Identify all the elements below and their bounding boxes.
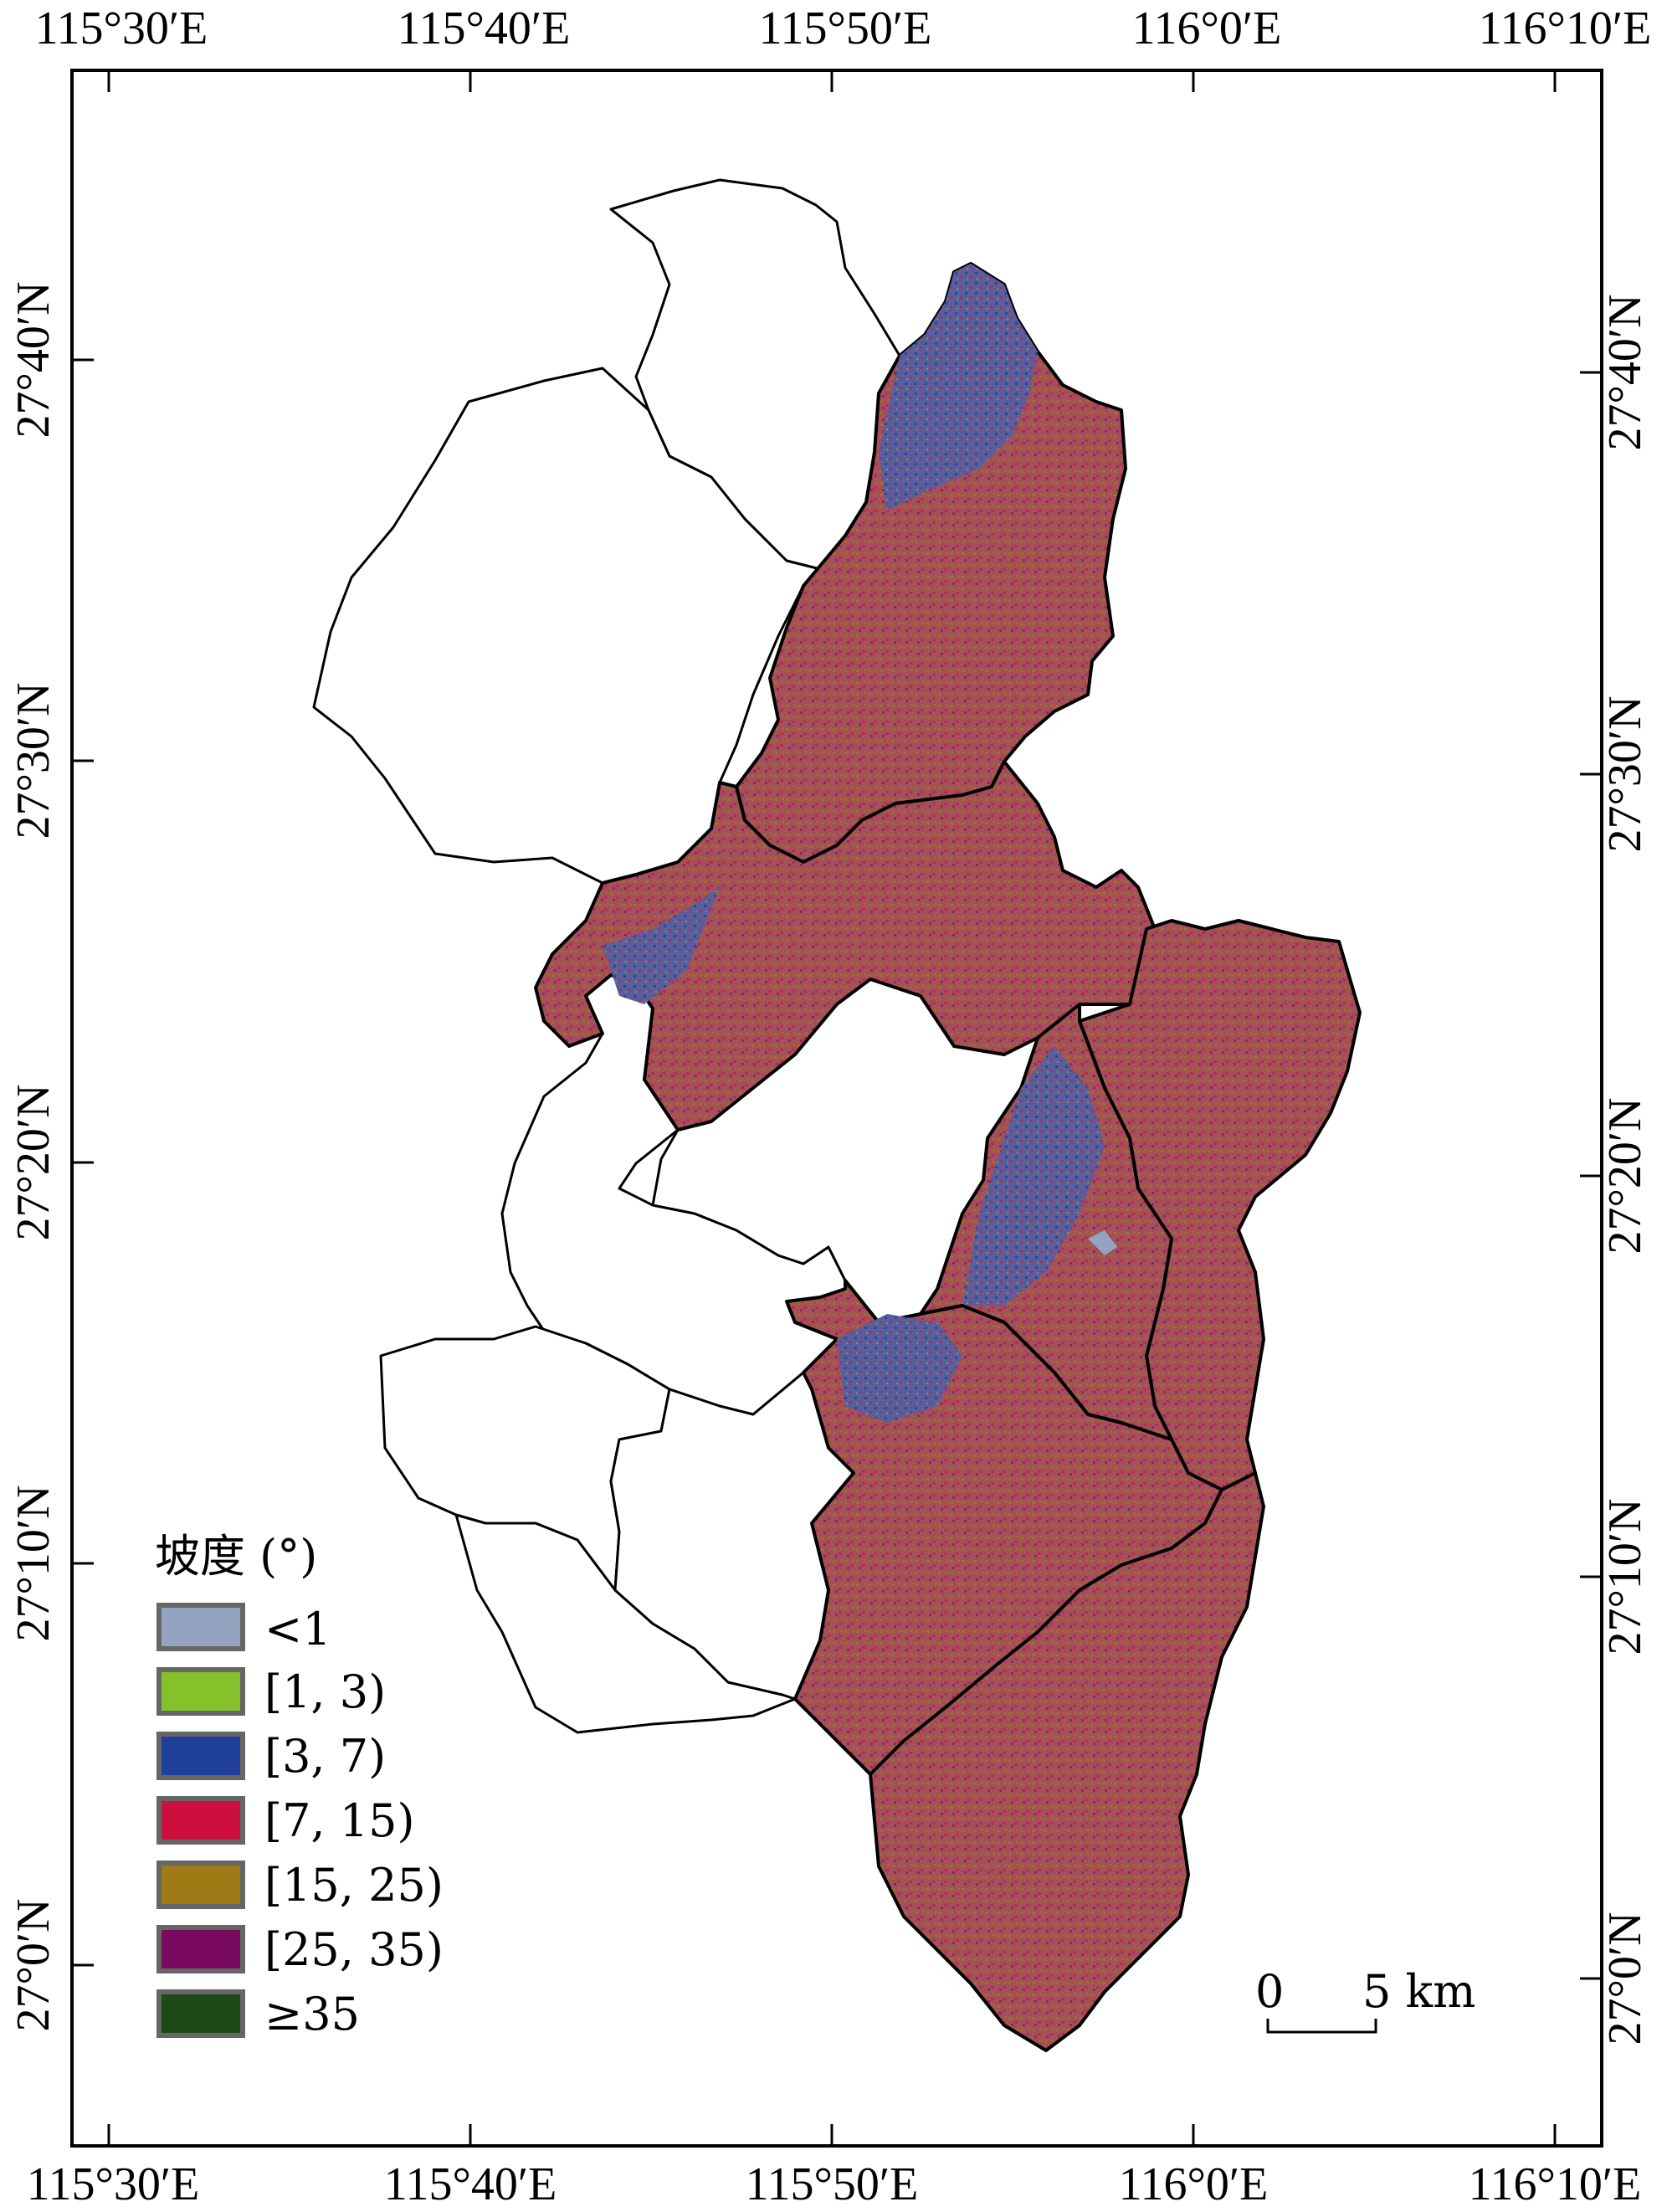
lon-label-top: 115°40′E xyxy=(398,3,571,54)
scale-bar-start: 0 xyxy=(1255,1965,1284,2018)
lat-label-right: 27°10′N xyxy=(1599,1498,1651,1655)
lat-labels-left: 27°40′N 27°30′N 27°20′N 27°10′N 27°0′N xyxy=(8,281,59,2031)
lat-label-right: 27°40′N xyxy=(1599,294,1651,450)
legend-label: [3, 7) xyxy=(264,1730,386,1783)
legend-swatch xyxy=(156,1860,245,1909)
legend-swatch xyxy=(156,1989,245,2038)
lat-label-left: 27°10′N xyxy=(8,1485,59,1641)
scale-bar-end: 5 km xyxy=(1362,1965,1475,2018)
legend-label: [25, 35) xyxy=(264,1923,444,1976)
lon-labels-bottom: 115°30′E 115°40′E 115°50′E 116°0′E 116°1… xyxy=(27,2158,1642,2210)
legend-item: [1, 3) xyxy=(156,1665,386,1718)
lat-label-left: 27°0′N xyxy=(8,1898,59,2031)
lon-label-bottom: 116°0′E xyxy=(1119,2158,1269,2210)
legend-item: [25, 35) xyxy=(156,1923,444,1976)
lon-labels-top: 115°30′E 115°40′E 115°50′E 116°0′E 116°1… xyxy=(35,3,1652,54)
legend-swatch xyxy=(156,1732,245,1780)
legend-label: [1, 3) xyxy=(264,1665,386,1718)
legend-swatch xyxy=(156,1667,245,1716)
lon-label-bottom: 115°30′E xyxy=(27,2158,200,2210)
legend: 坡度 (°) <1 [1, 3) [3, 7) [7, 15) [15, 25)… xyxy=(155,1530,444,2040)
lon-label-top: 116°10′E xyxy=(1479,3,1652,54)
lat-label-right: 27°20′N xyxy=(1599,1097,1651,1254)
legend-swatch xyxy=(156,1603,245,1651)
lat-label-right: 27°30′N xyxy=(1599,695,1651,852)
legend-item: [15, 25) xyxy=(156,1859,444,1912)
legend-swatch xyxy=(156,1925,245,1973)
lon-label-top: 115°50′E xyxy=(759,3,932,54)
legend-label: [7, 15) xyxy=(264,1794,415,1847)
legend-label: ≥35 xyxy=(264,1988,360,2040)
lat-label-left: 27°40′N xyxy=(8,281,59,438)
scale-bar: 0 5 km xyxy=(1255,1965,1475,2034)
region-south xyxy=(869,1471,1265,2052)
region-central-blue xyxy=(603,887,720,1004)
map-frame xyxy=(70,69,1603,2148)
lat-label-right: 27°0′N xyxy=(1599,1912,1651,2045)
lon-label-bottom: 115°50′E xyxy=(746,2158,919,2210)
lon-label-top: 115°30′E xyxy=(35,3,208,54)
region-central-south-blue xyxy=(962,1046,1105,1306)
legend-item: ≥35 xyxy=(156,1988,360,2040)
legend-item: <1 xyxy=(156,1603,331,1655)
lon-label-top: 116°0′E xyxy=(1132,3,1282,54)
region-southwest-blue xyxy=(837,1314,962,1423)
legend-title: 坡度 (°) xyxy=(155,1530,317,1583)
legend-swatch xyxy=(156,1796,245,1845)
lon-label-bottom: 116°10′E xyxy=(1469,2158,1642,2210)
legend-label: <1 xyxy=(264,1603,331,1655)
lat-label-left: 27°30′N xyxy=(8,682,59,839)
legend-label: [15, 25) xyxy=(264,1859,444,1912)
lon-label-bottom: 115°40′E xyxy=(384,2158,557,2210)
graticule-ticks xyxy=(72,70,1602,2146)
legend-item: [3, 7) xyxy=(156,1730,386,1783)
flat-area-patch xyxy=(1088,1230,1117,1255)
lat-label-left: 27°20′N xyxy=(8,1084,59,1240)
slope-study-area xyxy=(534,262,1362,2052)
scale-bar-line xyxy=(1266,2019,1377,2034)
legend-item: [7, 15) xyxy=(156,1794,415,1847)
outline-districts xyxy=(312,178,1039,1734)
lat-labels-right: 27°40′N 27°30′N 27°20′N 27°10′N 27°0′N xyxy=(1599,294,1651,2045)
region-blue-north xyxy=(879,264,1038,511)
